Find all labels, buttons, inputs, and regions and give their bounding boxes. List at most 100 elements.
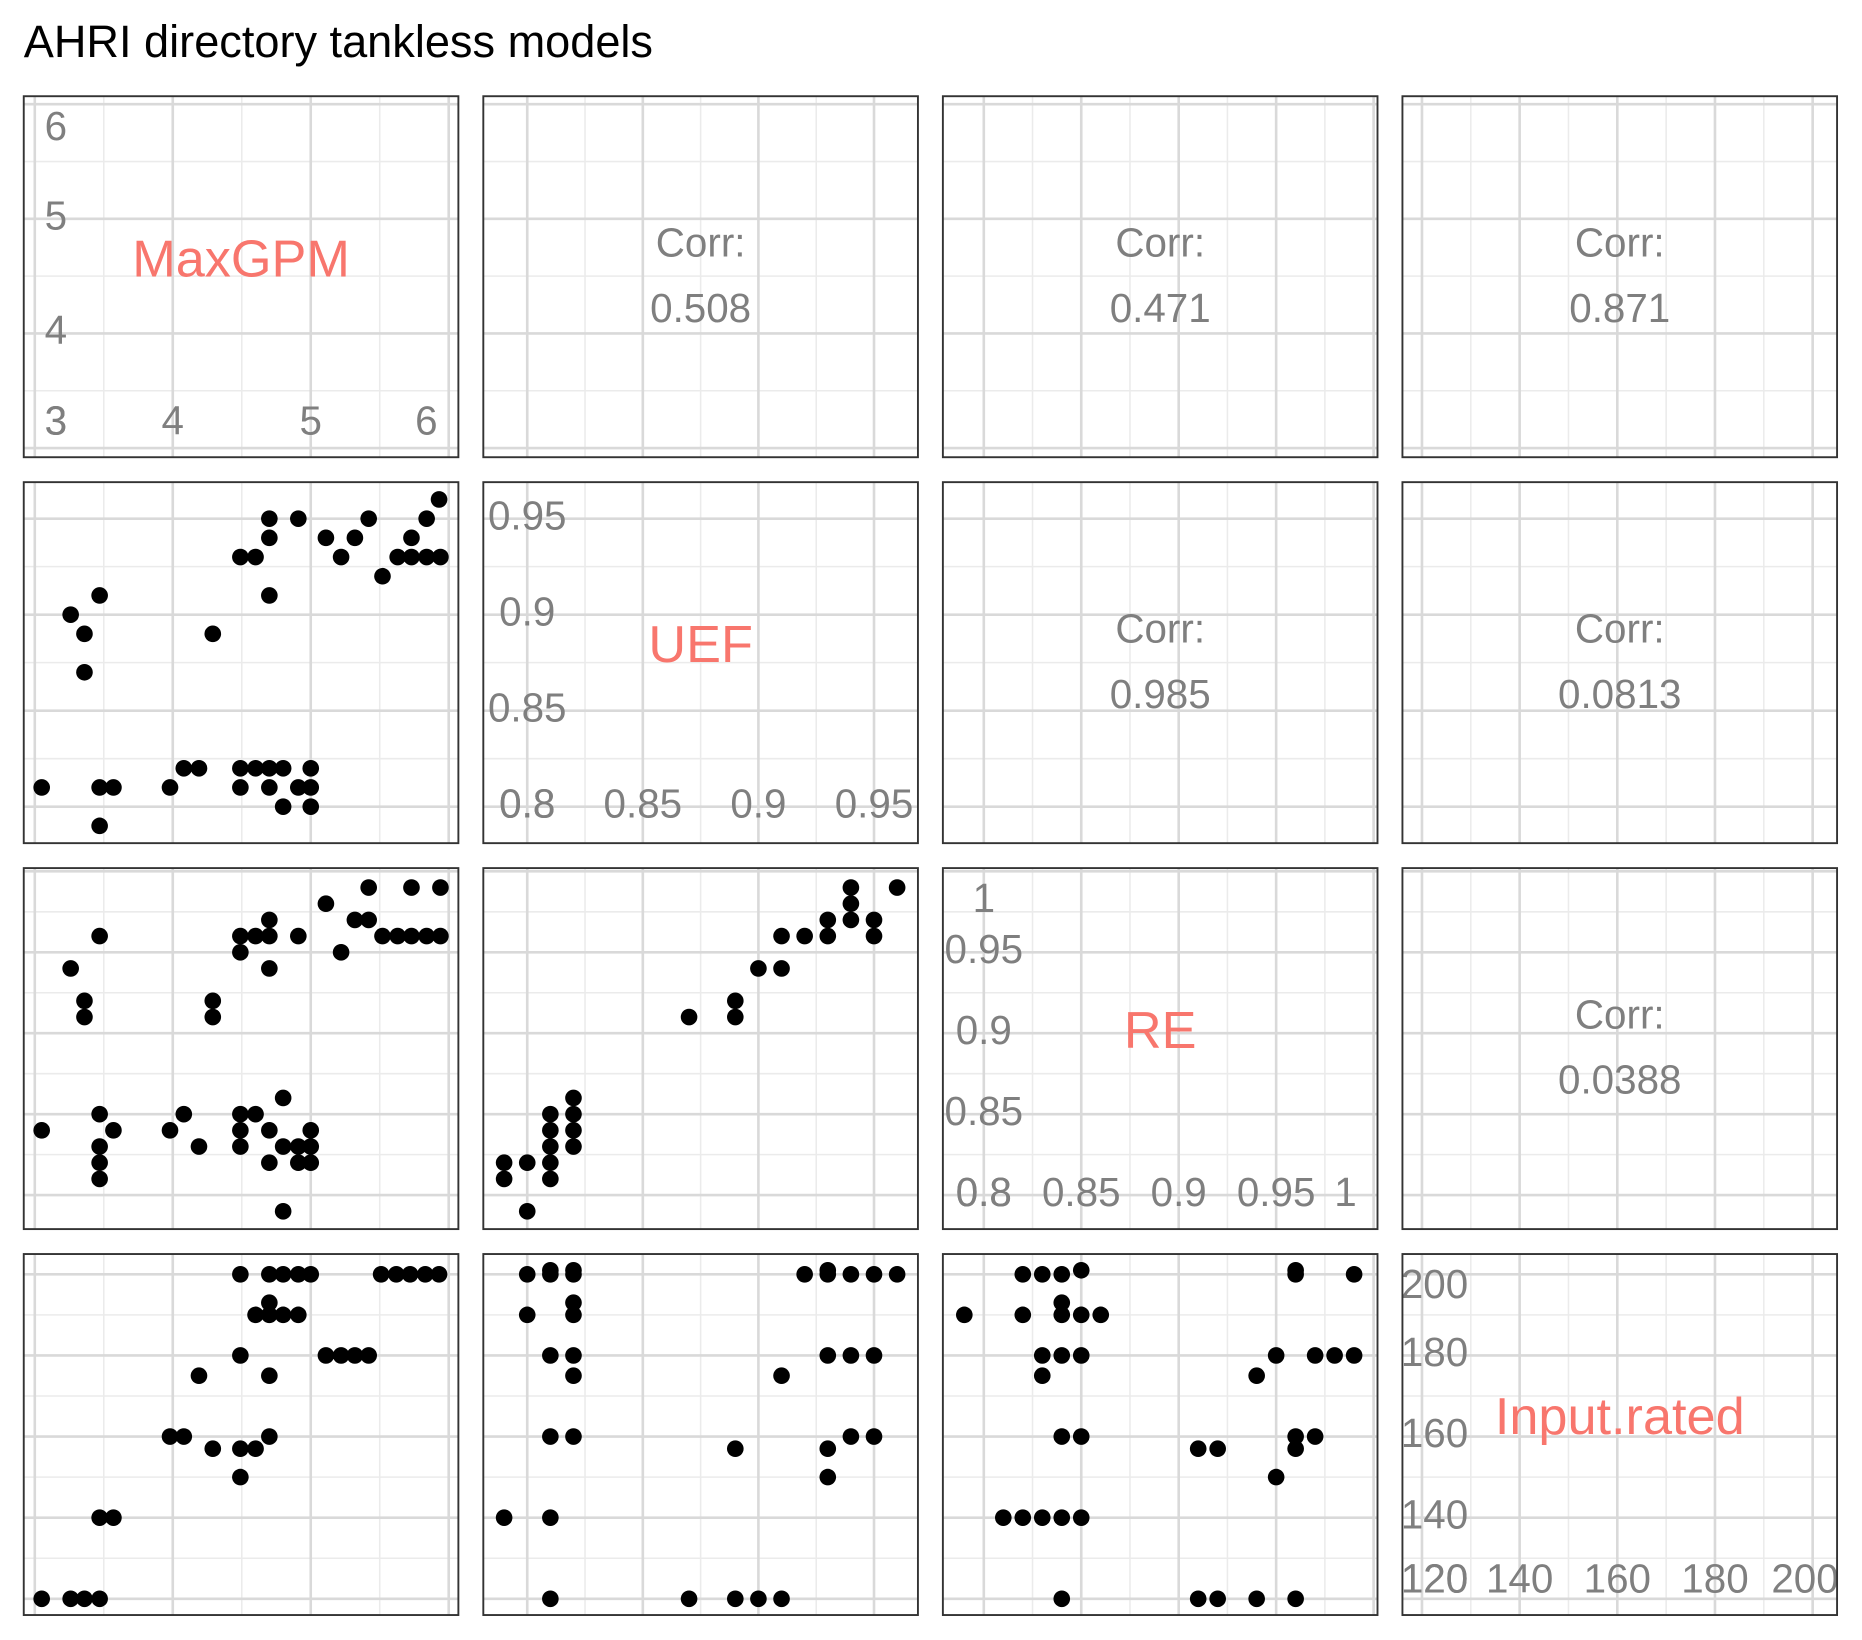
point bbox=[750, 960, 767, 977]
point bbox=[274, 1089, 292, 1107]
point bbox=[842, 1265, 860, 1283]
point bbox=[430, 491, 448, 508]
point bbox=[1345, 1347, 1363, 1364]
point bbox=[842, 911, 860, 929]
x-tick-label: 180 bbox=[1681, 1555, 1748, 1601]
point bbox=[542, 1590, 559, 1608]
x-tick-label: 0.85 bbox=[1042, 1169, 1121, 1215]
point bbox=[1287, 1590, 1304, 1608]
point bbox=[1053, 1294, 1071, 1312]
panel bbox=[23, 482, 459, 844]
point bbox=[261, 911, 278, 929]
point bbox=[232, 927, 249, 945]
point bbox=[1306, 1347, 1324, 1364]
panel-border bbox=[22, 1253, 460, 1616]
point bbox=[274, 759, 292, 777]
point bbox=[956, 1306, 973, 1324]
point bbox=[62, 1590, 79, 1608]
point bbox=[1072, 1306, 1090, 1324]
point bbox=[76, 625, 93, 643]
corr-label: Corr: bbox=[1115, 605, 1205, 651]
point bbox=[1072, 1347, 1090, 1364]
x-tick-label: 3 bbox=[45, 398, 67, 444]
point bbox=[76, 1590, 93, 1608]
point bbox=[261, 779, 278, 796]
point bbox=[1072, 1509, 1090, 1526]
y-tick-label: 0.8 bbox=[956, 1169, 1012, 1215]
panel-border bbox=[1401, 95, 1839, 459]
point bbox=[232, 779, 249, 796]
point bbox=[773, 960, 790, 977]
x-tick-label: 1 bbox=[1334, 1169, 1356, 1215]
point bbox=[680, 1008, 698, 1026]
point bbox=[33, 1122, 50, 1139]
point bbox=[274, 798, 292, 815]
point bbox=[750, 1590, 767, 1608]
point bbox=[389, 548, 406, 566]
point bbox=[542, 1122, 559, 1139]
point bbox=[495, 1154, 513, 1172]
point bbox=[1345, 1265, 1363, 1283]
point bbox=[105, 779, 122, 796]
panel-border bbox=[941, 1253, 1379, 1616]
y-tick-label: 0.95 bbox=[488, 492, 567, 538]
point bbox=[261, 927, 278, 945]
point bbox=[1033, 1509, 1051, 1526]
point bbox=[91, 1138, 108, 1155]
point bbox=[232, 1347, 249, 1364]
point bbox=[1053, 1509, 1071, 1526]
point bbox=[1248, 1367, 1265, 1385]
corr-value: 0.0813 bbox=[1558, 671, 1681, 717]
point bbox=[290, 1306, 307, 1324]
x-tick-label: 0.9 bbox=[1151, 1169, 1207, 1215]
point bbox=[105, 1509, 122, 1526]
point bbox=[1189, 1590, 1207, 1608]
point bbox=[91, 587, 108, 604]
point bbox=[1053, 1306, 1071, 1324]
panel bbox=[483, 868, 918, 1230]
point bbox=[565, 1347, 582, 1364]
point bbox=[819, 1440, 837, 1458]
point bbox=[261, 1367, 278, 1385]
variable-label: MaxGPM bbox=[132, 230, 350, 288]
point bbox=[542, 1105, 559, 1123]
variable-label: RE bbox=[1124, 1002, 1197, 1060]
point bbox=[161, 1122, 179, 1139]
point bbox=[865, 911, 883, 929]
y-tick-label: 4 bbox=[45, 307, 67, 353]
x-tick-label: 0.8 bbox=[499, 780, 555, 826]
panel-border bbox=[1401, 867, 1839, 1231]
point bbox=[565, 1261, 582, 1279]
y-tick-label: 0.85 bbox=[945, 1088, 1024, 1134]
corr-value: 0.871 bbox=[1569, 285, 1670, 331]
point bbox=[360, 879, 378, 896]
point bbox=[190, 1138, 208, 1155]
point bbox=[542, 1509, 559, 1526]
point bbox=[819, 927, 837, 945]
point bbox=[302, 1265, 320, 1283]
point bbox=[190, 1367, 208, 1385]
point bbox=[403, 879, 420, 896]
point bbox=[401, 1265, 419, 1283]
point bbox=[403, 927, 420, 945]
point bbox=[247, 1105, 264, 1123]
point bbox=[62, 606, 79, 623]
point bbox=[232, 1440, 249, 1458]
point bbox=[1267, 1347, 1285, 1364]
point bbox=[403, 548, 420, 566]
point bbox=[565, 1105, 582, 1123]
panel-border bbox=[1401, 481, 1839, 845]
point bbox=[261, 510, 278, 527]
point bbox=[247, 548, 264, 566]
variable-label: Input.rated bbox=[1495, 1388, 1745, 1446]
point bbox=[247, 759, 264, 777]
x-tick-label: 0.85 bbox=[604, 780, 683, 826]
point bbox=[1033, 1347, 1051, 1364]
point bbox=[232, 548, 249, 566]
point bbox=[302, 1138, 320, 1155]
point bbox=[1287, 1428, 1304, 1445]
x-tick-label: 140 bbox=[1486, 1555, 1553, 1601]
panel: Corr: 0.0388 bbox=[1402, 868, 1838, 1230]
point bbox=[360, 911, 378, 929]
